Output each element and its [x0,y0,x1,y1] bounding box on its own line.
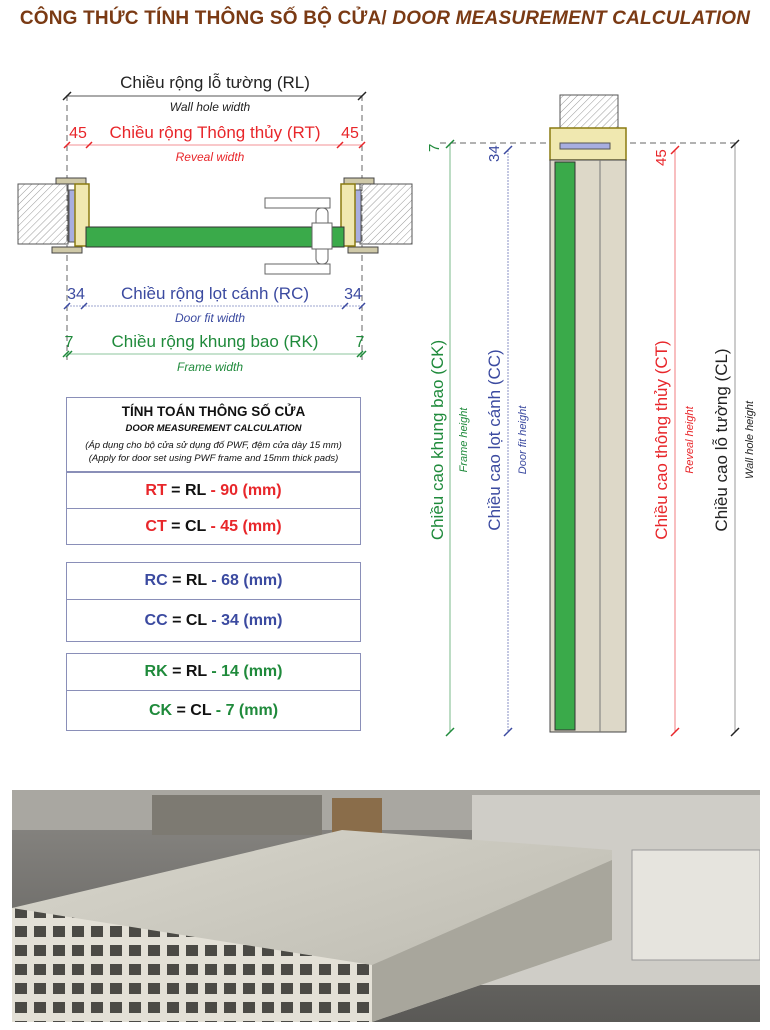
cc-label: Chiều cao lọt cánh (CC) [485,349,504,530]
wall-right [359,183,413,245]
wall-left [17,183,69,245]
plan-view-diagram: Chiều rộng lỗ tường (RL) Wall hole width… [17,73,413,374]
ck-label: Chiều cao khung bao (CK) [428,340,447,540]
formula-row-rt: RT = RL - 90 (mm) [67,472,360,508]
cc-offset: 34 [486,145,503,162]
formula-box-reveal: TÍNH TOÁN THÔNG SỐ CỬA DOOR MEASUREMENT … [66,397,361,545]
rt-right-offset: 45 [341,125,359,142]
door-handle [264,197,333,275]
formula-row-cc: CC = CL - 34 (mm) [67,599,360,641]
formula-box-frame: RK = RL - 14 (mm) CK = CL - 7 (mm) [66,653,361,731]
rl-sublabel: Wall hole width [170,100,251,114]
cc-sublabel: Door fit height [517,405,529,474]
ck-offset: 7 [426,144,443,152]
table-note-en: (Apply for door set using PWF frame and … [88,453,339,464]
rt-left-offset: 45 [69,125,87,142]
rt-sublabel: Reveal width [176,150,245,164]
section-view-diagram: 7 34 45 Chiều cao khung bao (CK) Frame h… [426,94,756,737]
formula-box-fit: RC = RL - 68 (mm) CC = CL - 34 (mm) [66,562,361,642]
table-subtitle: DOOR MEASUREMENT CALCULATION [125,423,302,434]
rl-label: Chiều rộng lỗ tường (RL) [120,73,310,92]
door-leaf-section [554,161,576,731]
page-title: CÔNG THỨC TÍNH THÔNG SỐ BỘ CỬA/ DOOR MEA… [19,8,751,29]
ct-label: Chiều cao thông thủy (CT) [652,340,671,539]
rc-right-offset: 34 [344,286,362,303]
formula-row-rc: RC = RL - 68 (mm) [144,572,283,589]
rk-left-offset: 7 [65,334,74,351]
formula-row-ck: CK = CL - 7 (mm) [67,690,360,730]
factory-photo [12,790,760,1022]
rc-sublabel: Door fit width [175,311,245,325]
table-header: TÍNH TOÁN THÔNG SỐ CỬA DOOR MEASUREMENT … [67,398,360,472]
formula-row-ct: CT = CL - 45 (mm) [67,508,360,544]
rk-right-offset: 7 [356,334,365,351]
rk-label: Chiều rộng khung bao (RK) [112,332,319,351]
rt-label: Chiều rộng Thông thủy (RT) [109,123,320,142]
ct-offset: 45 [653,149,670,166]
ct-sublabel: Reveal height [684,405,696,473]
rc-left-offset: 34 [67,286,85,303]
formula-row-rk: RK = RL - 14 (mm) [144,663,283,680]
cl-label: Chiều cao lỗ tường (CL) [712,348,731,531]
rc-label: Chiều rộng lọt cánh (RC) [121,284,309,303]
rk-sublabel: Frame width [177,360,243,374]
ck-sublabel: Frame height [458,407,470,473]
table-note-vi: (Áp dụng cho bộ cửa sử dụng đố PWF, đệm … [85,440,342,451]
table-title: TÍNH TOÁN THÔNG SỐ CỬA [121,404,306,419]
cl-sublabel: Wall hole height [744,400,756,479]
door-leaf [85,226,345,248]
